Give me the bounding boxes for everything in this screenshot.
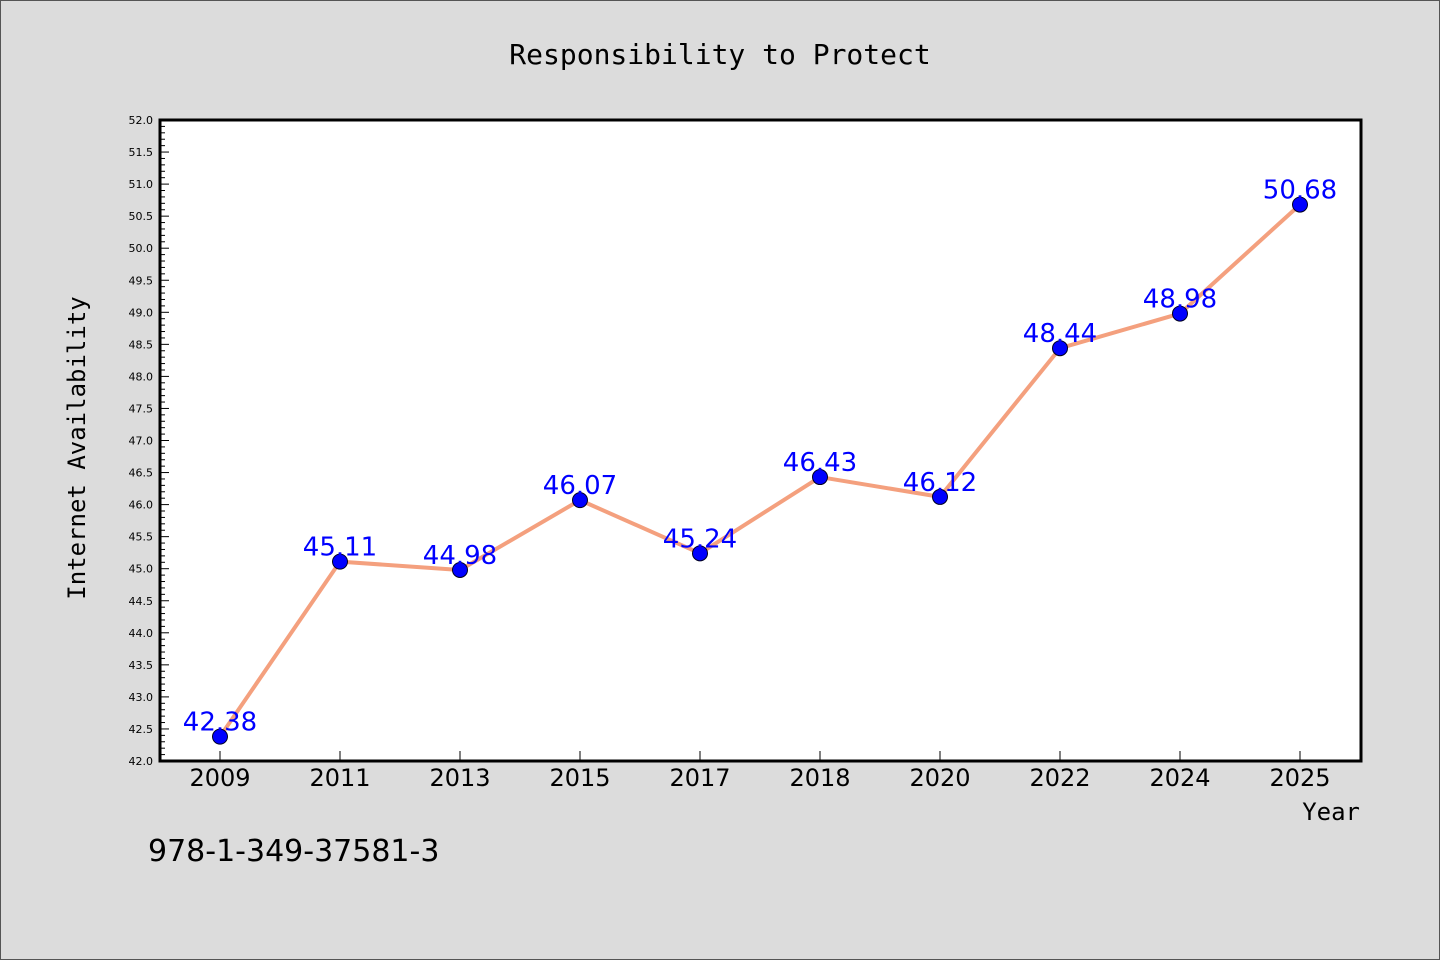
data-point [692, 545, 708, 562]
chart-title: Responsibility to Protect [509, 38, 930, 71]
y-tick-label: 48.0 [129, 370, 154, 383]
x-tick-label: 2011 [309, 764, 370, 792]
y-tick-label: 47.0 [129, 435, 154, 448]
y-tick-label: 49.0 [129, 306, 154, 319]
y-tick-label: 48.5 [129, 338, 154, 351]
y-tick-label: 46.0 [129, 499, 154, 512]
data-point [812, 469, 828, 486]
y-tick-label: 47.5 [129, 402, 154, 415]
y-tick-label: 50.0 [129, 242, 154, 255]
y-tick-label: 52.0 [129, 114, 154, 127]
x-tick-label: 2017 [669, 764, 730, 792]
data-point [212, 728, 228, 745]
y-tick-label: 42.0 [129, 755, 154, 768]
x-tick-label: 2015 [549, 764, 610, 792]
data-point [932, 488, 948, 505]
y-tick-label: 45.5 [129, 531, 154, 544]
data-label: 44.98 [423, 541, 497, 571]
series-group: 42.38 45.11 44.98 46.07 45.24 46.43 46.12 48.44… [183, 176, 1337, 745]
isbn-text: 978-1-349-37581-3 [148, 834, 440, 869]
data-point [452, 561, 468, 578]
plot-area [158, 118, 1363, 763]
data-point [332, 553, 348, 570]
y-tick-label: 43.5 [129, 659, 154, 672]
data-label: 48.44 [1023, 319, 1097, 349]
y-tick-label: 42.5 [129, 723, 154, 736]
y-axis-title: Internet Availability [63, 296, 91, 599]
x-axis: 2009 2011 2013 2015 2017 2018 2020 2022 2024 2025 [189, 751, 1331, 792]
y-tick-label: 51.5 [129, 146, 154, 159]
x-axis-title: Year [1302, 798, 1360, 826]
x-tick-label: 2020 [909, 764, 970, 792]
data-label: 46.43 [783, 448, 857, 478]
y-tick-label: 49.5 [129, 274, 154, 287]
x-tick-label: 2022 [1029, 764, 1090, 792]
data-point [1052, 340, 1068, 357]
data-label: 45.11 [303, 533, 377, 563]
y-tick-label: 43.0 [129, 691, 154, 704]
y-tick-label: 45.0 [129, 563, 154, 576]
y-tick-label: 44.5 [129, 595, 154, 608]
data-label: 46.12 [903, 468, 977, 498]
data-label: 42.38 [183, 708, 257, 738]
series-line [218, 203, 1302, 738]
x-tick-label: 2025 [1269, 764, 1330, 792]
data-label: 46.07 [543, 471, 617, 501]
y-tick-label: 51.0 [129, 178, 154, 191]
data-label: 50.68 [1263, 176, 1337, 206]
x-tick-label: 2013 [429, 764, 490, 792]
x-tick-label: 2018 [789, 764, 850, 792]
x-tick-label: 2024 [1149, 764, 1210, 792]
data-point [1292, 196, 1308, 213]
y-tick-label: 46.5 [129, 467, 154, 480]
data-label: 45.24 [663, 524, 737, 554]
y-axis: 42.0 42.5 43.0 43.5 44.0 44.5 45.0 45.5 46.0 46.5… [129, 114, 169, 768]
data-label: 48.98 [1143, 285, 1217, 315]
data-point [1172, 305, 1188, 322]
x-tick-label: 2009 [189, 764, 250, 792]
y-tick-label: 44.0 [129, 627, 154, 640]
data-point [572, 492, 588, 509]
y-tick-label: 50.5 [129, 210, 154, 223]
